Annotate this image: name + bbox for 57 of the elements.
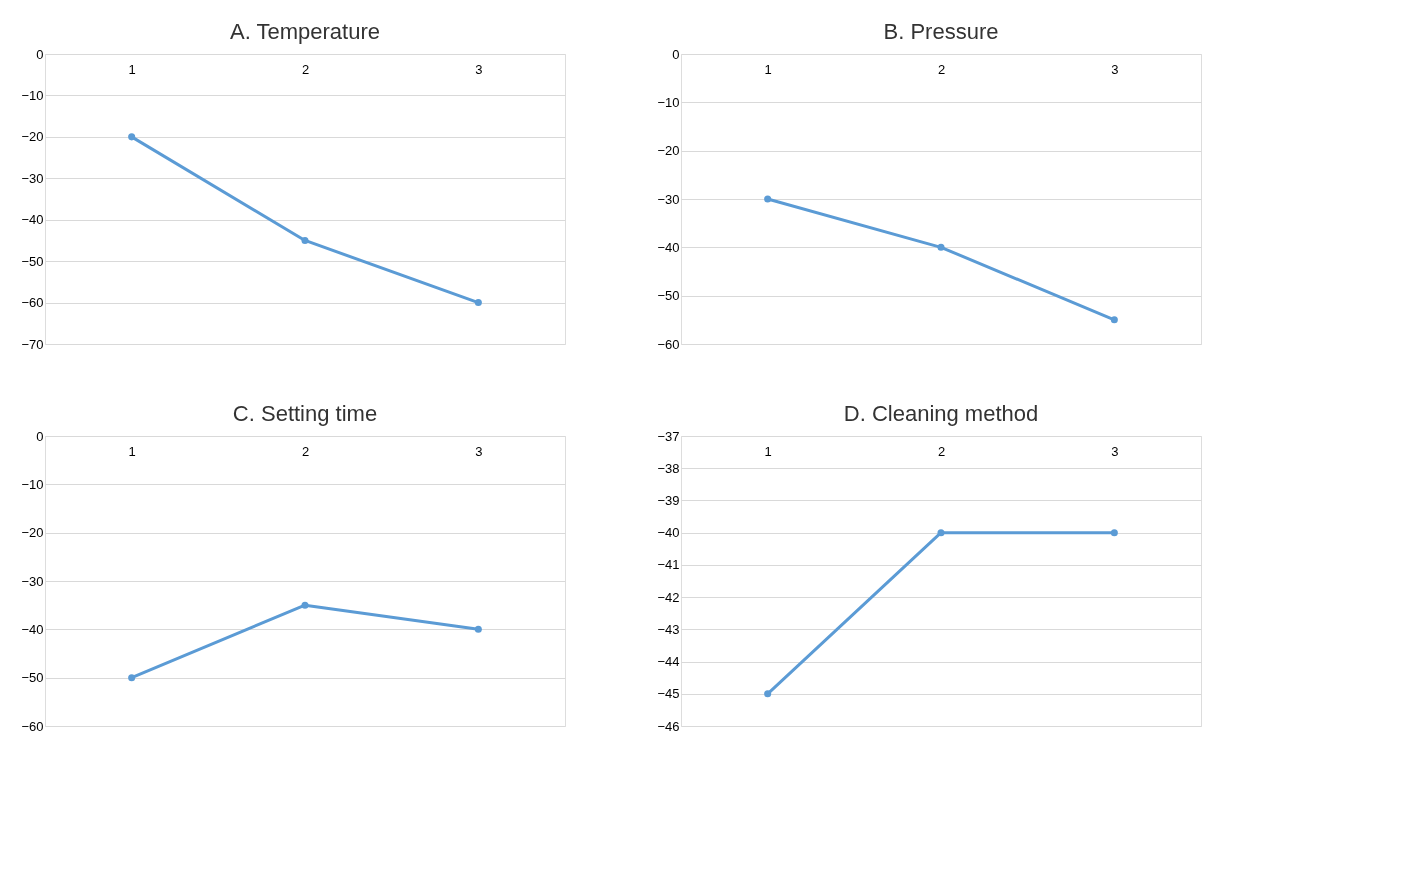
x-tick-label: 1 — [764, 61, 772, 77]
x-tick-label: 3 — [1111, 443, 1119, 459]
y-tick-label: −42 — [657, 589, 680, 605]
y-tick-label: −40 — [657, 239, 680, 255]
x-tick-label: 2 — [937, 61, 946, 77]
y-tick-label: −30 — [657, 191, 680, 207]
y-tick-label: −20 — [21, 129, 44, 145]
y-tick-label: −30 — [21, 170, 44, 186]
chart-title: D. Cleaning method — [843, 401, 1039, 426]
point — [301, 236, 309, 244]
point — [474, 625, 482, 633]
point — [474, 299, 482, 307]
x-tick-label: 3 — [475, 443, 483, 459]
x-tick-label: 2 — [301, 443, 310, 459]
y-tick-label: 0 — [36, 46, 44, 62]
chart-title: C. Setting time — [232, 401, 378, 426]
y-tick-label: −41 — [657, 557, 680, 573]
x-tick-label: 3 — [1111, 61, 1119, 77]
y-tick-label: −10 — [21, 476, 44, 492]
point — [128, 133, 136, 141]
y-tick-label: −10 — [21, 87, 44, 103]
y-tick-label: −46 — [657, 718, 680, 734]
y-tick-label: −20 — [657, 143, 680, 159]
x-tick-label: 2 — [937, 443, 946, 459]
y-tick-label: −60 — [21, 295, 44, 311]
y-tick-label: −40 — [657, 525, 680, 541]
chart-title: B. Pressure — [883, 19, 999, 44]
y-tick-label: 0 — [672, 46, 680, 62]
x-tick-label: 3 — [475, 61, 483, 77]
x-tick-label: 1 — [128, 61, 136, 77]
y-tick-label: −50 — [21, 253, 44, 269]
y-tick-label: −39 — [657, 492, 680, 508]
y-tick-label: −20 — [21, 525, 44, 541]
y-tick-label: −43 — [657, 621, 680, 637]
y-tick-label: −50 — [657, 288, 680, 304]
point — [764, 195, 772, 203]
x-tick-label: 1 — [128, 443, 136, 459]
y-tick-label: −70 — [21, 336, 44, 352]
x-tick-label: 2 — [301, 61, 310, 77]
y-tick-label: 0 — [36, 428, 44, 444]
y-tick-label: −38 — [657, 460, 680, 476]
point — [937, 243, 945, 251]
y-tick-label: −60 — [657, 336, 680, 352]
chart-title: A. Temperature — [229, 19, 381, 44]
y-tick-label: −40 — [21, 621, 44, 637]
x-tick-label: 1 — [764, 443, 772, 459]
y-tick-label: −50 — [21, 670, 44, 686]
point — [301, 601, 309, 609]
point — [1110, 316, 1118, 324]
y-tick-label: −44 — [657, 654, 680, 670]
y-tick-label: −60 — [21, 718, 44, 734]
point — [128, 674, 136, 682]
y-tick-label: −40 — [21, 212, 44, 228]
y-tick-label: −37 — [657, 428, 680, 444]
y-tick-label: −30 — [21, 573, 44, 589]
y-tick-label: −45 — [657, 686, 680, 702]
y-tick-label: −10 — [657, 94, 680, 110]
